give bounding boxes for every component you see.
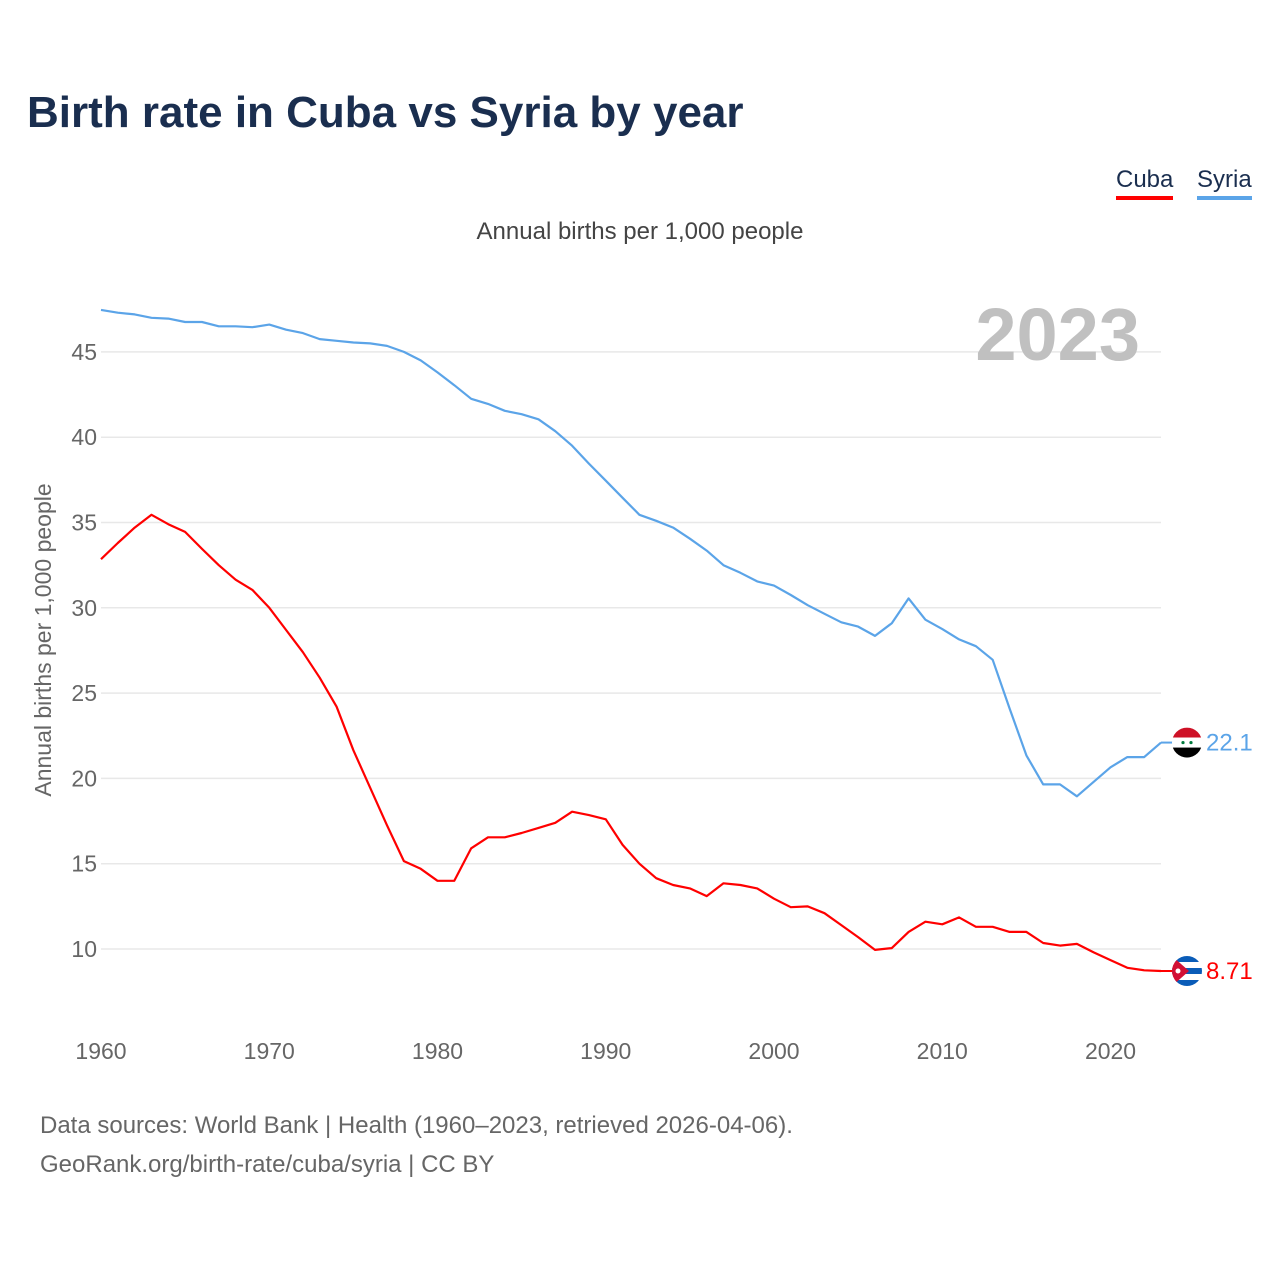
series-line-syria bbox=[100, 308, 1162, 798]
legend-syria[interactable]: Syria bbox=[1197, 166, 1252, 200]
y-tick-label: 35 bbox=[71, 510, 97, 536]
x-tick-label: 1970 bbox=[244, 1038, 295, 1064]
y-tick-label: 45 bbox=[71, 339, 97, 365]
x-tick-label: 2020 bbox=[1085, 1038, 1136, 1064]
flag-star bbox=[1175, 968, 1181, 974]
syria-flag-icon bbox=[1172, 727, 1202, 758]
flag-stripe bbox=[1172, 974, 1202, 981]
cuba-flag-icon bbox=[1172, 956, 1202, 987]
year-label: 2023 bbox=[975, 293, 1140, 376]
flag-star bbox=[1189, 740, 1193, 745]
flag-stripe bbox=[1172, 956, 1202, 963]
x-tick-label: 1990 bbox=[580, 1038, 631, 1064]
flag-white bbox=[1172, 737, 1202, 748]
flag-body bbox=[1172, 727, 1202, 758]
chart-subtitle: Annual births per 1,000 people bbox=[476, 218, 804, 245]
flag-stripe bbox=[1172, 980, 1202, 987]
x-tick-label: 2000 bbox=[748, 1038, 799, 1064]
y-axis-label: Annual births per 1,000 people bbox=[30, 483, 56, 796]
x-tick-label: 1960 bbox=[75, 1038, 126, 1064]
series-line-cuba bbox=[100, 513, 1162, 973]
y-tick-label: 20 bbox=[71, 765, 97, 791]
flag-body bbox=[1172, 956, 1202, 987]
flag-black bbox=[1172, 747, 1202, 758]
y-tick-label: 30 bbox=[71, 595, 97, 621]
end-value-label-cuba: 8.71 bbox=[1206, 958, 1253, 985]
x-tick-label: 1980 bbox=[412, 1038, 463, 1064]
flag-stripe bbox=[1172, 962, 1202, 969]
legend-cuba[interactable]: Cuba bbox=[1116, 166, 1174, 200]
flag-red bbox=[1172, 727, 1202, 738]
end-value-label-syria: 22.1 bbox=[1206, 730, 1253, 757]
chart-title: Birth rate in Cuba vs Syria by year bbox=[27, 88, 744, 137]
source-note: Data sources: World Bank | Health (1960–… bbox=[40, 1106, 793, 1184]
y-tick-label: 40 bbox=[71, 424, 97, 450]
flag-star bbox=[1181, 740, 1185, 745]
source-line-2[interactable]: GeoRank.org/birth-rate/cuba/syria | CC B… bbox=[40, 1151, 495, 1178]
x-tick-label: 2010 bbox=[917, 1038, 968, 1064]
source-line-1: Data sources: World Bank | Health (1960–… bbox=[40, 1112, 793, 1139]
y-tick-label: 25 bbox=[71, 680, 97, 706]
y-tick-label: 15 bbox=[71, 851, 97, 877]
y-tick-label: 10 bbox=[71, 936, 97, 962]
